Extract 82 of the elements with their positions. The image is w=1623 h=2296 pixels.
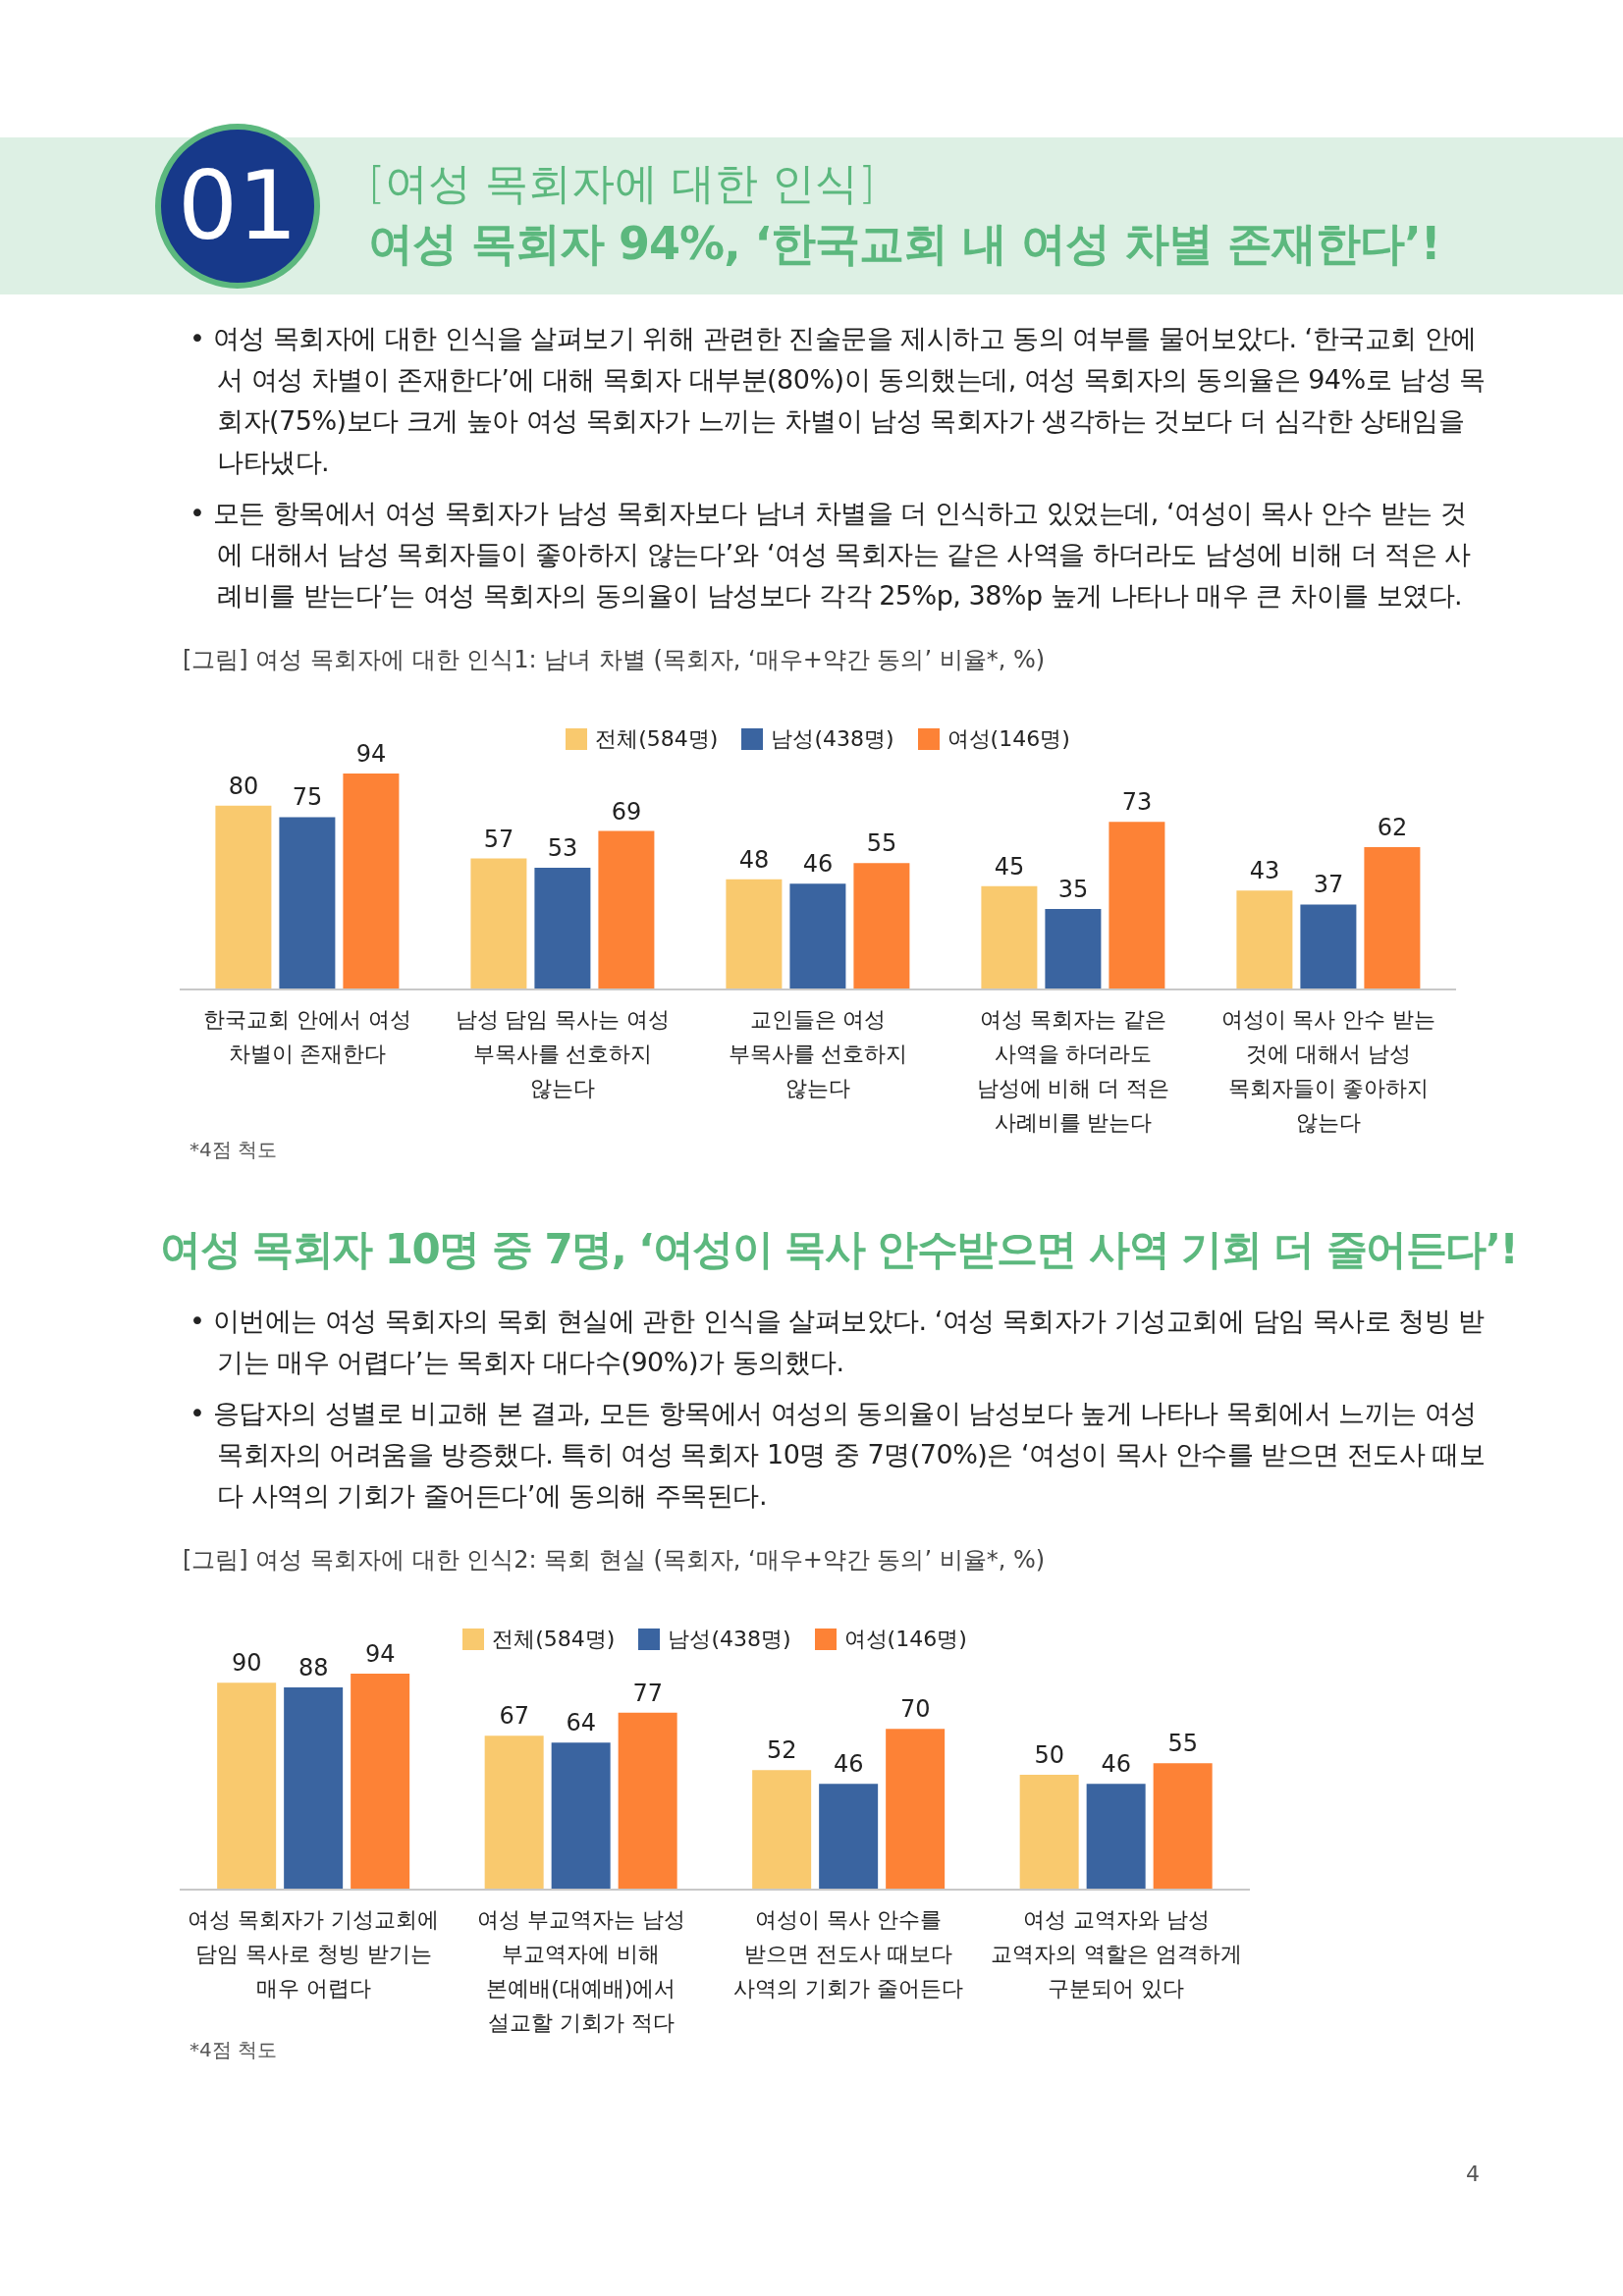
- text: • 이번에는 여성 목회자의 목회 현실에 관한 인식을 살펴보았다. ‘여성 목회자가 기성교회에 담임 목사로 청빙 받기는 매우 어렵다’는 목회자 대다수(90%)가 동의했다.: [189, 1305, 1486, 1379]
- data-label: 70: [899, 1695, 931, 1724]
- bar: [819, 1784, 879, 1890]
- data-label: 55: [866, 829, 897, 858]
- legend-label: 남성(438명): [770, 725, 894, 753]
- bar: [1109, 822, 1165, 989]
- bar: [1045, 909, 1102, 989]
- legend-label: 전체(584명): [594, 725, 719, 753]
- data-label: 57: [483, 825, 514, 853]
- data-label: 46: [802, 850, 834, 879]
- x-tick-label: 교인들은 여성 부목사를 선호하지 않는다: [728, 1007, 908, 1100]
- data-label: 46: [833, 1750, 864, 1779]
- chart-title: 여성 목회자 10명 중 7명, ‘여성이 목사 안수받으면 사역 기회 더 줄어든다’!: [160, 1224, 1519, 1275]
- bar: [1236, 890, 1293, 989]
- data-label: 69: [611, 797, 642, 826]
- bar: [598, 830, 655, 989]
- x-tick-label: 한국교회 안에서 여성 차별이 존재한다: [203, 1007, 411, 1066]
- data-label: 90: [231, 1649, 262, 1678]
- text: [여성 목회자에 대한 인식]: [368, 157, 876, 210]
- chart-subtitle: [그림] 여성 목회자에 대한 인식1: 남녀 차별 (목회자, ‘매우+약간 동의’ 비율*, %): [183, 645, 1047, 675]
- bar: [343, 774, 400, 989]
- bar: [1300, 904, 1357, 989]
- x-tick-label: 여성이 목사 안수를 받으면 전도사 때보다 사역의 기회가 줄어든다: [733, 1907, 964, 2001]
- bar: [981, 885, 1038, 989]
- x-tick-label: 여성 부교역자는 남성 부교역자에 비해 본예배(대예배)에서 설교할 기회가 적다: [476, 1907, 685, 2035]
- bar: [217, 1682, 277, 1890]
- bar: [726, 879, 783, 989]
- data-label: 73: [1121, 788, 1153, 817]
- chart-title: 여성 목회자 94%, ‘한국교회 내 여성 차별 존재한다’!: [368, 216, 1440, 272]
- x-tick-label: 남성 담임 목사는 여성 부목사를 선호하지 않는다: [455, 1007, 671, 1100]
- data-label: 52: [766, 1736, 797, 1765]
- data-label: 75: [292, 783, 323, 812]
- data-label: 37: [1313, 871, 1344, 899]
- data-label: 53: [547, 833, 578, 862]
- bar: [789, 883, 846, 989]
- legend-label: 전체(584명): [491, 1626, 616, 1653]
- bar: [1019, 1774, 1079, 1890]
- legend-label: 여성(146명): [842, 1626, 967, 1653]
- data-label: 88: [298, 1654, 329, 1682]
- x-tick-label: 여성 목회자는 같은 사역을 하더라도 남성에 비해 더 적은 사례비를 받는다: [976, 1007, 1170, 1135]
- data-label: 94: [364, 1640, 396, 1668]
- bar: [1153, 1763, 1213, 1890]
- data-label: 46: [1101, 1750, 1131, 1779]
- bar: [484, 1735, 544, 1890]
- text: *4점 척도: [189, 1137, 279, 1163]
- legend-label: 여성(146명): [946, 725, 1070, 753]
- bar: [534, 867, 591, 989]
- legend-label: 남성(438명): [667, 1626, 791, 1653]
- data-label: 80: [228, 772, 259, 800]
- data-label: 77: [632, 1679, 663, 1707]
- x-tick-label: 여성 목회자가 기성교회에 담임 목사로 청빙 받기는 매우 어렵다: [188, 1907, 440, 2001]
- data-label: 50: [1034, 1740, 1064, 1769]
- data-label: 35: [1057, 876, 1089, 904]
- bar: [215, 805, 272, 989]
- bar: [279, 817, 336, 989]
- x-tick-label: 여성 교역자와 남성 교역자의 역할은 엄격하게 구분되어 있다: [990, 1907, 1242, 2001]
- bar: [752, 1770, 812, 1890]
- chart-subtitle: [그림] 여성 목회자에 대한 인식2: 목회 현실 (목회자, ‘매우+약간 동의’ 비율*, %): [183, 1545, 1047, 1575]
- data-label: 67: [499, 1702, 529, 1731]
- bar: [1086, 1784, 1146, 1890]
- bar: [853, 863, 910, 989]
- x-tick-label: 여성이 목사 안수 받는 것에 대해서 남성 목회자들이 좋아하지 않는다: [1220, 1007, 1436, 1135]
- data-label: 43: [1249, 857, 1280, 885]
- data-label: 94: [355, 740, 387, 768]
- data-label: 64: [566, 1709, 596, 1737]
- bar: [886, 1729, 946, 1890]
- text: *4점 척도: [189, 2037, 279, 2063]
- data-label: 45: [994, 852, 1025, 881]
- text: • 여성 목회자에 대한 인식을 살펴보기 위해 관련한 진술문을 제시하고 동의 여부를 물어보았다. ‘한국교회 안에서 여성 차별이 존재한다’에 대해 목회자 대부분(80%)이 동의했는데, 여성 목회자의 동의율은 94%로 남성 목회자(75%)보다 크게 높아 여성 목회자가 느끼는 차별이 남성 목회자가 생각하는 것보다 더 심각한 상태임을 나타냈다.: [189, 322, 1487, 479]
- bar: [351, 1674, 410, 1890]
- text: • 모든 항목에서 여성 목회자가 남성 목회자보다 남녀 차별을 더 인식하고 있었는데, ‘여성이 목사 안수 받는 것에 대해서 남성 목회자들이 좋아하지 않는다’와 ‘여성 목회자는 같은 사역을 하더라도 남성에 비해 더 적은 사례비를 받는다’는 여성 목회자의 동의율이 남성보다 각각 25%p, 38%p 높게 나타나 매우 큰 차이를 보였다.: [189, 497, 1472, 613]
- bar: [551, 1742, 611, 1890]
- bar: [1364, 846, 1421, 989]
- bar: [618, 1712, 677, 1890]
- bar: [284, 1687, 344, 1890]
- bar: [470, 858, 527, 989]
- text: 4: [1466, 2162, 1481, 2186]
- text: • 응답자의 성별로 비교해 본 결과, 모든 항목에서 여성의 동의율이 남성보다 높게 나타나 목회에서 느끼는 여성 목회자의 어려움을 방증했다. 특히 여성 목회자 10명 중 7명(70%)은 ‘여성이 목사 안수를 받으면 전도사 때보다 사역의 기회가 줄어든다’에 동의해 주목된다.: [189, 1397, 1487, 1513]
- data-label: 48: [738, 845, 770, 874]
- text: 01: [155, 124, 320, 289]
- data-label: 55: [1167, 1730, 1198, 1758]
- data-label: 62: [1377, 813, 1408, 841]
